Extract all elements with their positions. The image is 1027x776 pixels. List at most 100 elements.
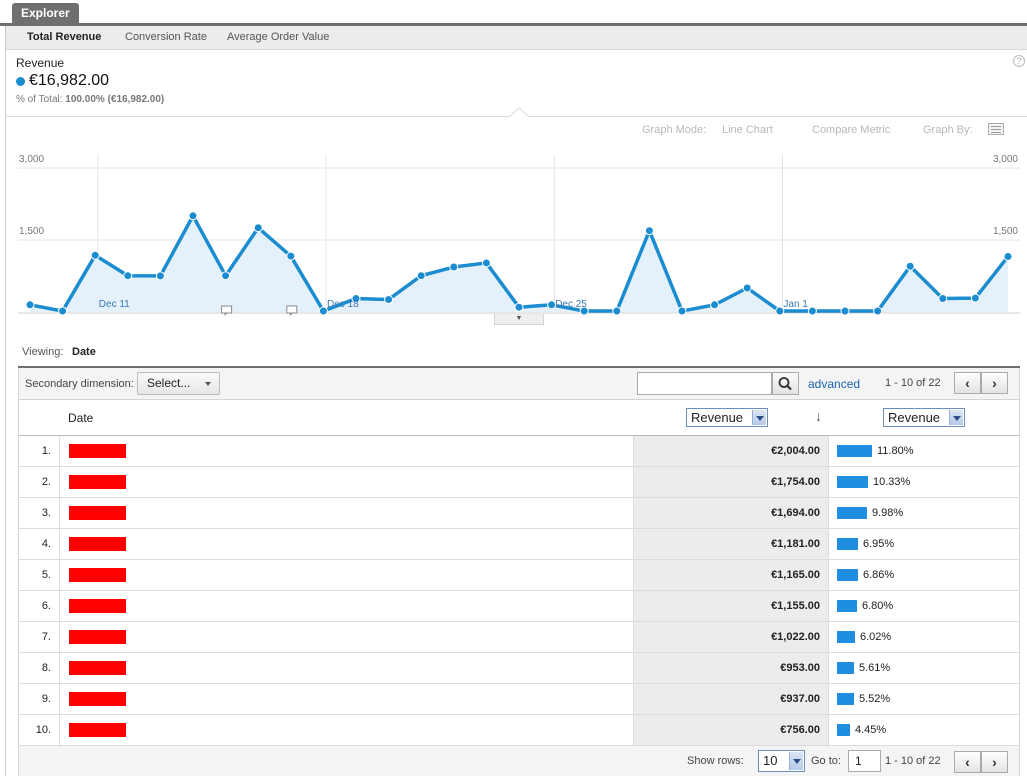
prev-page-button[interactable]: ‹ (954, 372, 981, 394)
tab-total-revenue[interactable]: Total Revenue (27, 31, 102, 43)
chart-notch-icon (508, 107, 530, 118)
row-share-percent: 6.95% (863, 538, 895, 550)
chevron-down-icon (789, 752, 803, 770)
viewing-dimension[interactable]: Date (72, 346, 96, 358)
data-point (221, 271, 231, 281)
search-button[interactable] (772, 372, 799, 395)
show-rows-label: Show rows: (687, 755, 744, 767)
data-point (123, 271, 133, 281)
data-point (742, 283, 752, 293)
table-row[interactable]: 10. €756.00 4.45% (18, 715, 1020, 746)
table-row[interactable]: 9. €937.00 5.52% (18, 684, 1020, 715)
scorecard-value: €16,982.00 (29, 72, 110, 89)
graph-by-label: Graph By: (923, 124, 973, 136)
redacted-date (69, 506, 126, 520)
tab-conversion-rate[interactable]: Conversion Rate (125, 31, 207, 43)
table-row[interactable]: 7. €1,022.00 6.02% (18, 622, 1020, 653)
graph-mode-line-chart[interactable]: Line Chart (722, 124, 773, 136)
y-tick-label-left: 3,000 (19, 154, 44, 165)
data-point (579, 306, 589, 316)
table-row[interactable]: 8. €953.00 5.61% (18, 653, 1020, 684)
row-share-percent: 9.98% (872, 507, 904, 519)
data-point (970, 293, 980, 303)
x-tick-label: Jan 1 (783, 299, 808, 310)
data-point (612, 306, 622, 316)
row-index: 10. (19, 715, 60, 745)
data-point (514, 302, 524, 312)
chart-collapse-toggle[interactable]: ▼ (494, 314, 544, 325)
redacted-date (69, 537, 126, 551)
row-share-percent: 6.02% (860, 631, 892, 643)
secondary-dimension-label: Secondary dimension: (25, 378, 134, 390)
secondary-dimension-select[interactable]: Select... (137, 372, 220, 395)
column-header-date[interactable]: Date (68, 411, 94, 425)
redacted-date (69, 723, 126, 737)
row-share-bar (837, 538, 858, 550)
metric-column-select-2[interactable]: Revenue (883, 408, 965, 427)
left-divider (5, 26, 6, 776)
show-rows-select[interactable]: 10 (758, 750, 805, 772)
table-header-row (18, 400, 1020, 436)
x-tick-label: Dec 25 (555, 299, 587, 310)
top-tab-bar: Explorer (0, 0, 1027, 26)
row-revenue-value: €2,004.00 (633, 436, 829, 466)
row-index: 9. (19, 684, 60, 714)
data-point (155, 271, 165, 281)
revenue-area (30, 215, 1008, 312)
table-row[interactable]: 5. €1,165.00 6.86% (18, 560, 1020, 591)
data-point (416, 271, 426, 281)
search-icon (778, 377, 792, 391)
table-row[interactable]: 3. €1,694.00 9.98% (18, 498, 1020, 529)
table-search-input[interactable] (637, 372, 772, 395)
x-tick-label: Dec 11 (99, 299, 130, 310)
data-point (253, 223, 263, 233)
data-point (775, 306, 785, 316)
data-point (318, 306, 328, 316)
data-point (644, 226, 654, 236)
percent-value: 100.00% (€16,982.00) (65, 94, 165, 105)
row-share-percent: 5.61% (859, 662, 891, 674)
row-share-bar (837, 445, 872, 457)
compare-metric-link[interactable]: Compare Metric (812, 124, 891, 136)
advanced-filter-link[interactable]: advanced (808, 377, 861, 391)
row-share-bar (837, 476, 868, 488)
footer-prev-page-button[interactable]: ‹ (954, 751, 981, 773)
select-label: Select... (147, 376, 191, 390)
table-row[interactable]: 2. €1,754.00 10.33% (18, 467, 1020, 498)
footer-pager-range: 1 - 10 of 22 (885, 755, 941, 767)
row-share-percent: 6.86% (863, 569, 895, 581)
sort-descending-icon[interactable]: ↓ (815, 408, 822, 424)
metric-tab-bar: Total Revenue Conversion Rate Average Or… (6, 26, 1027, 50)
scorecard-percent-of-total: % of Total: 100.00% (€16,982.00) (16, 94, 164, 105)
next-page-button[interactable]: › (981, 372, 1008, 394)
graph-by-icon[interactable] (988, 123, 1004, 135)
table-row[interactable]: 1. €2,004.00 11.80% (18, 436, 1020, 467)
row-index: 6. (19, 591, 60, 621)
scorecard-title: Revenue (16, 56, 65, 70)
y-tick-label-right: 3,000 (993, 154, 1018, 165)
table-row[interactable]: 6. €1,155.00 6.80% (18, 591, 1020, 622)
explorer-tab[interactable]: Explorer (12, 3, 79, 24)
pager-range: 1 - 10 of 22 (885, 377, 941, 389)
footer-next-page-button[interactable]: › (981, 751, 1008, 773)
row-share-bar (837, 631, 855, 643)
row-revenue-value: €953.00 (633, 653, 829, 683)
revenue-line-chart: 3,000 3,000 1,500 1,500 Dec 11 Dec 18 Dec 25 Ja… (18, 154, 1020, 316)
row-index: 2. (19, 467, 60, 497)
tab-average-order-value[interactable]: Average Order Value (227, 31, 330, 43)
chevron-down-icon (949, 410, 963, 425)
metric-column-select-1[interactable]: Revenue (686, 408, 768, 427)
row-share-bar (837, 600, 857, 612)
data-point (677, 306, 687, 316)
chevron-down-icon (752, 410, 766, 425)
series-color-dot (16, 77, 25, 86)
data-point (58, 306, 68, 316)
metric-column-2-label: Revenue (888, 410, 941, 425)
help-icon[interactable]: ? (1013, 55, 1025, 67)
annotation-icon[interactable] (221, 305, 233, 316)
row-revenue-value: €1,165.00 (633, 560, 829, 590)
goto-page-input[interactable]: 1 (848, 750, 881, 772)
annotation-icon[interactable] (286, 305, 298, 316)
redacted-date (69, 630, 126, 644)
table-row[interactable]: 4. €1,181.00 6.95% (18, 529, 1020, 560)
